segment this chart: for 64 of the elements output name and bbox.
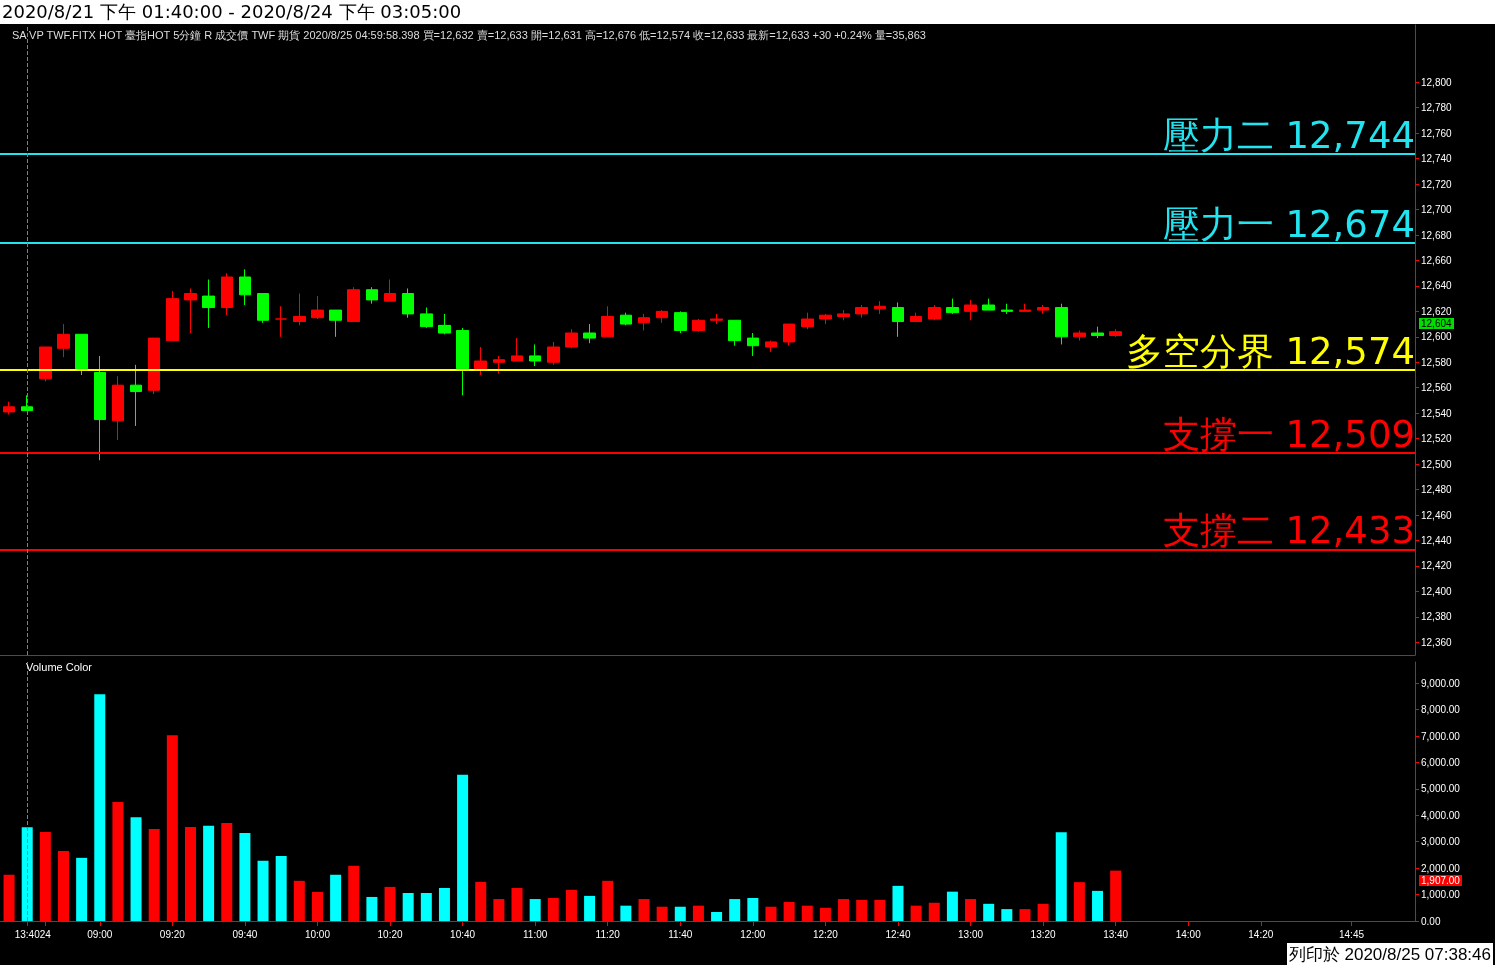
- x-tick-label: 13:40: [1103, 928, 1129, 940]
- y-tick-label: 12,700: [1421, 204, 1453, 216]
- x-tick-label: 14:20: [1248, 928, 1274, 940]
- y-tick-label: 12,580: [1421, 356, 1453, 368]
- x-tick-label: 14:00: [1175, 928, 1202, 940]
- y-tick-label: 1,000.00: [1421, 889, 1461, 901]
- y-tick-label: 2,000.00: [1421, 862, 1461, 874]
- annotation: SA VP TWF.FITX HOT 臺指HOT 5分鐘 R 成交價 TWF 期貨 2020/8/25 04:59:58.398 買=12,632 賣=12,633 開=12,631 高=12,676 低=12,574 收=12,633 最新=12,633 +30 +0.24% 量=35,863: [11, 28, 927, 43]
- x-tick-label: 24: [39, 928, 52, 940]
- y-tick-label: 12,520: [1421, 433, 1453, 445]
- y-tick-label: 12,540: [1421, 407, 1453, 419]
- x-tick-label: 09:40: [232, 928, 258, 940]
- ref-line-label: 支撐一 12,509: [1162, 412, 1415, 456]
- x-tick-label: 12:20: [812, 928, 839, 940]
- y-tick-label: 12,720: [1421, 178, 1453, 190]
- y-tick-label: 12,360: [1421, 636, 1453, 648]
- x-tick-label: 13:20: [1030, 928, 1057, 940]
- x-tick-label: 13:00: [958, 928, 984, 940]
- y-tick-label: 12,680: [1421, 229, 1453, 241]
- y-tick-label: 7,000.00: [1421, 730, 1461, 742]
- ref-line-label: 多空分界 12,574: [1125, 329, 1415, 373]
- y-tick-label: 4,000.00: [1421, 809, 1461, 821]
- y-tick-label: 8,000.00: [1421, 704, 1461, 716]
- y-tick-label: 3,000.00: [1421, 836, 1461, 848]
- x-tick-label: 11:20: [595, 928, 621, 940]
- y-tick-label: 12,400: [1421, 585, 1453, 597]
- y-tick-label: 12,460: [1421, 509, 1453, 521]
- y-tick-label: 12,640: [1421, 280, 1453, 292]
- y-tick-label: 12,780: [1421, 102, 1453, 114]
- text: 12,604: [1419, 318, 1454, 329]
- annotation: Volume Color: [25, 661, 94, 673]
- y-tick-label: 12,420: [1421, 560, 1453, 572]
- y-tick-label: 9,000.00: [1421, 677, 1461, 689]
- chart-title: 2020/8/21 下午 01:40:00 - 2020/8/24 下午 03:05:00: [0, 0, 1495, 24]
- y-tick-label: 0.00: [1421, 915, 1441, 927]
- y-tick-label: 12,600: [1421, 331, 1453, 343]
- x-tick-label: 09:00: [87, 928, 113, 940]
- x-tick-label: 12:00: [740, 928, 766, 940]
- x-tick-label: 09:20: [159, 928, 186, 940]
- ref-line-label: 支撐二 12,433: [1162, 509, 1415, 553]
- x-tick-label: 10:20: [377, 928, 403, 940]
- y-tick-label: 12,620: [1421, 305, 1453, 317]
- ref-line-label: 壓力二 12,744: [1162, 113, 1415, 157]
- x-tick-label: 10:40: [450, 928, 476, 940]
- y-tick-label: 12,760: [1421, 127, 1453, 139]
- y-tick-label: 12,440: [1421, 534, 1453, 546]
- text: 1,907.00: [1419, 875, 1462, 886]
- text: 列印於 2020/8/25 07:38:46: [1286, 943, 1493, 965]
- y-tick-label: 5,000.00: [1421, 783, 1461, 795]
- y-tick-label: 6,000.00: [1421, 756, 1461, 768]
- y-tick-label: 12,560: [1421, 382, 1453, 394]
- x-tick-label: 11:00: [523, 928, 548, 940]
- y-tick-label: 12,500: [1421, 458, 1453, 470]
- y-tick-label: 12,380: [1421, 611, 1453, 623]
- x-tick-label: 11:40: [668, 928, 693, 940]
- x-tick-label: 14:45: [1338, 928, 1365, 940]
- ref-line-label: 壓力一 12,674: [1162, 202, 1415, 246]
- y-tick-label: 12,740: [1421, 153, 1453, 165]
- y-tick-label: 12,480: [1421, 484, 1453, 496]
- x-tick-label: 13:40: [14, 928, 41, 940]
- y-tick-label: 12,800: [1421, 76, 1453, 88]
- x-tick-label: 10:00: [304, 928, 331, 940]
- x-tick-label: 12:40: [885, 928, 911, 940]
- y-tick-label: 12,660: [1421, 254, 1453, 266]
